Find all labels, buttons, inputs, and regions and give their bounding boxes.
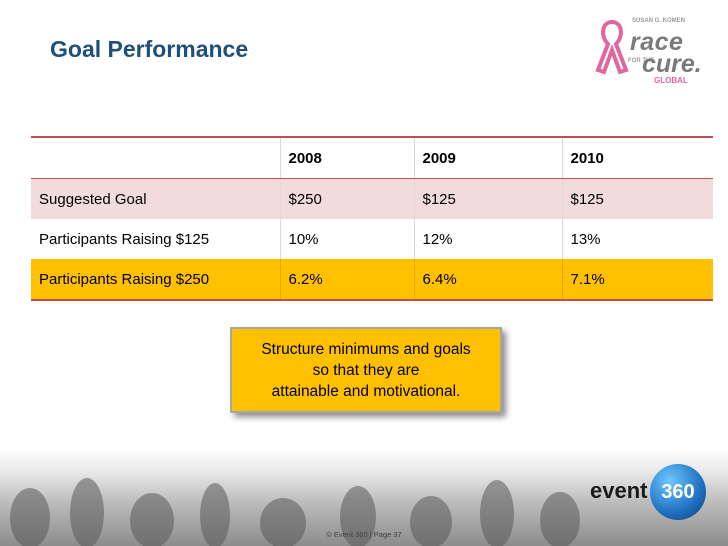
table-cell: 6.2% xyxy=(279,259,414,299)
event-word: event xyxy=(590,478,648,503)
for-the-word: FOR THE xyxy=(628,58,655,64)
pink-ribbon-icon xyxy=(595,19,629,75)
global-word: GLOBAL xyxy=(654,76,688,85)
callout-text: Structure minimums and goals so that the… xyxy=(261,340,471,400)
row-label: Suggested Goal xyxy=(31,178,280,219)
crowd-background-image xyxy=(0,448,728,546)
360-badge: 360 xyxy=(650,464,706,520)
table-row: Suggested Goal $250 $125 $125 xyxy=(31,178,713,219)
row-label: Participants Raising $250 xyxy=(31,259,280,299)
race-word: race xyxy=(630,28,684,56)
360-number: 360 xyxy=(661,480,695,503)
komen-name: SUSAN G. KOMEN xyxy=(632,18,686,24)
header-cell: 2008 xyxy=(279,138,414,179)
table-cell: $250 xyxy=(279,178,414,219)
row-label: Participants Raising $125 xyxy=(31,219,280,259)
table-cell: 10% xyxy=(279,219,414,259)
table-top-rule xyxy=(31,136,713,138)
table-header-row: 2008 2009 2010 xyxy=(31,138,713,179)
table-row: Participants Raising $125 10% 12% 13% xyxy=(31,219,713,259)
header-cell: 2009 xyxy=(413,138,562,179)
header-cell xyxy=(31,138,280,179)
table-cell: $125 xyxy=(413,178,562,219)
table-cell: $125 xyxy=(561,178,713,219)
callout-box: Structure minimums and goals so that the… xyxy=(230,327,502,413)
header-cell: 2010 xyxy=(561,138,713,179)
table-bottom-rule xyxy=(31,299,713,301)
table-row: Participants Raising $250 6.2% 6.4% 7.1% xyxy=(31,259,713,299)
footer-text: © Event 360 | Page 37 xyxy=(326,530,402,539)
table-cell: 12% xyxy=(413,219,562,259)
goal-table: 2008 2009 2010 Suggested Goal $250 $125 … xyxy=(31,136,713,301)
table-cell: 13% xyxy=(561,219,713,259)
slide-title: Goal Performance xyxy=(50,36,249,62)
table-cell: 6.4% xyxy=(413,259,562,299)
komen-race-logo: SUSAN G. KOMEN race FOR THE cure. GLOBAL xyxy=(588,12,702,90)
event360-logo: event 360 xyxy=(590,464,708,524)
table-cell: 7.1% xyxy=(561,259,713,299)
cure-word: cure. xyxy=(642,50,702,78)
